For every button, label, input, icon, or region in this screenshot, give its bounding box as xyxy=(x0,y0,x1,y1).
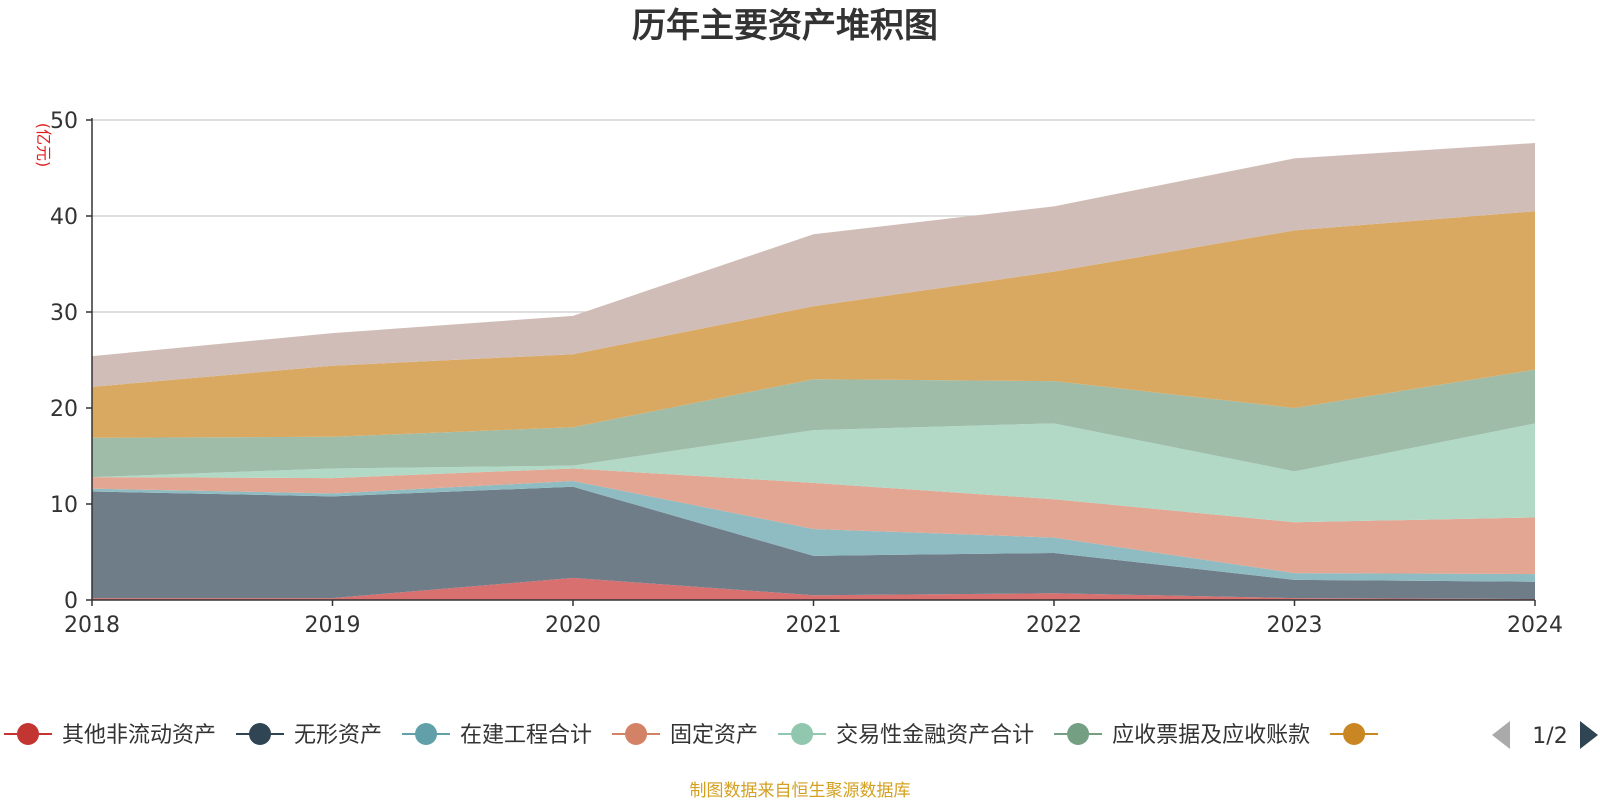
legend-marker-icon xyxy=(1067,723,1090,745)
legend-marker-icon xyxy=(17,723,39,745)
area-series-3 xyxy=(92,468,1535,575)
legend-label: 固定资产 xyxy=(670,723,758,748)
y-tick-label: 40 xyxy=(50,205,78,230)
legend-item[interactable]: 在建工程合计 xyxy=(402,723,592,748)
legend-prev-page-icon[interactable] xyxy=(1492,721,1510,749)
y-tick-label: 0 xyxy=(64,589,78,614)
data-source-note: 制图数据来自恒生聚源数据库 xyxy=(690,781,911,800)
axes: 0 10 20 30 40 50 2018 2019 2020 2021 2022 2023 2024 xyxy=(50,109,1563,638)
chart-title: 历年主要资产堆积图 xyxy=(632,6,938,46)
legend-item[interactable] xyxy=(1330,723,1379,745)
legend-label: 在建工程合计 xyxy=(460,723,592,748)
area-series-0 xyxy=(92,577,1535,600)
x-tick-label: 2022 xyxy=(1026,613,1082,638)
x-tick-label: 2019 xyxy=(305,613,361,638)
legend-label: 交易性金融资产合计 xyxy=(836,723,1034,748)
y-tick-label: 50 xyxy=(50,109,78,134)
x-tick-label: 2023 xyxy=(1267,613,1323,638)
x-tick-label: 2021 xyxy=(786,613,842,638)
area-series-1 xyxy=(92,486,1535,600)
x-tick-label: 2020 xyxy=(545,613,601,638)
x-tick-label: 2018 xyxy=(64,613,120,638)
area-series-2 xyxy=(92,480,1535,582)
legend-label: 应收票据及应收账款 xyxy=(1112,723,1310,748)
area-series-7 xyxy=(92,143,1535,387)
x-tick-label: 2024 xyxy=(1507,613,1563,638)
legend-marker-icon xyxy=(791,723,814,745)
y-tick-label: 20 xyxy=(50,397,78,422)
area-series-5 xyxy=(92,369,1535,478)
legend-marker-icon xyxy=(625,723,648,745)
legend-item[interactable]: 其他非流动资产 xyxy=(4,723,216,748)
y-axis-unit: (亿元) xyxy=(34,123,53,168)
legend: 其他非流动资产 无形资产 在建工程合计 固定资产 交易性金融资产合计 应收票据及应收账款 1… xyxy=(4,721,1598,749)
legend-marker-icon xyxy=(415,723,438,745)
legend-next-page-icon[interactable] xyxy=(1580,721,1598,749)
legend-item[interactable]: 应收票据及应收账款 xyxy=(1054,723,1310,748)
y-tick-label: 30 xyxy=(50,301,78,326)
legend-label: 无形资产 xyxy=(294,723,382,748)
area-series-4 xyxy=(92,423,1535,523)
legend-item[interactable]: 交易性金融资产合计 xyxy=(778,723,1034,748)
legend-item[interactable]: 无形资产 xyxy=(236,723,382,748)
legend-marker-icon xyxy=(1343,723,1366,745)
legend-label: 其他非流动资产 xyxy=(62,723,216,748)
legend-page-indicator: 1/2 xyxy=(1532,724,1567,749)
area-series-6 xyxy=(92,211,1535,438)
y-tick-label: 10 xyxy=(50,493,78,518)
area-series xyxy=(92,143,1535,600)
legend-item[interactable]: 固定资产 xyxy=(612,723,758,748)
legend-marker-icon xyxy=(249,723,272,745)
